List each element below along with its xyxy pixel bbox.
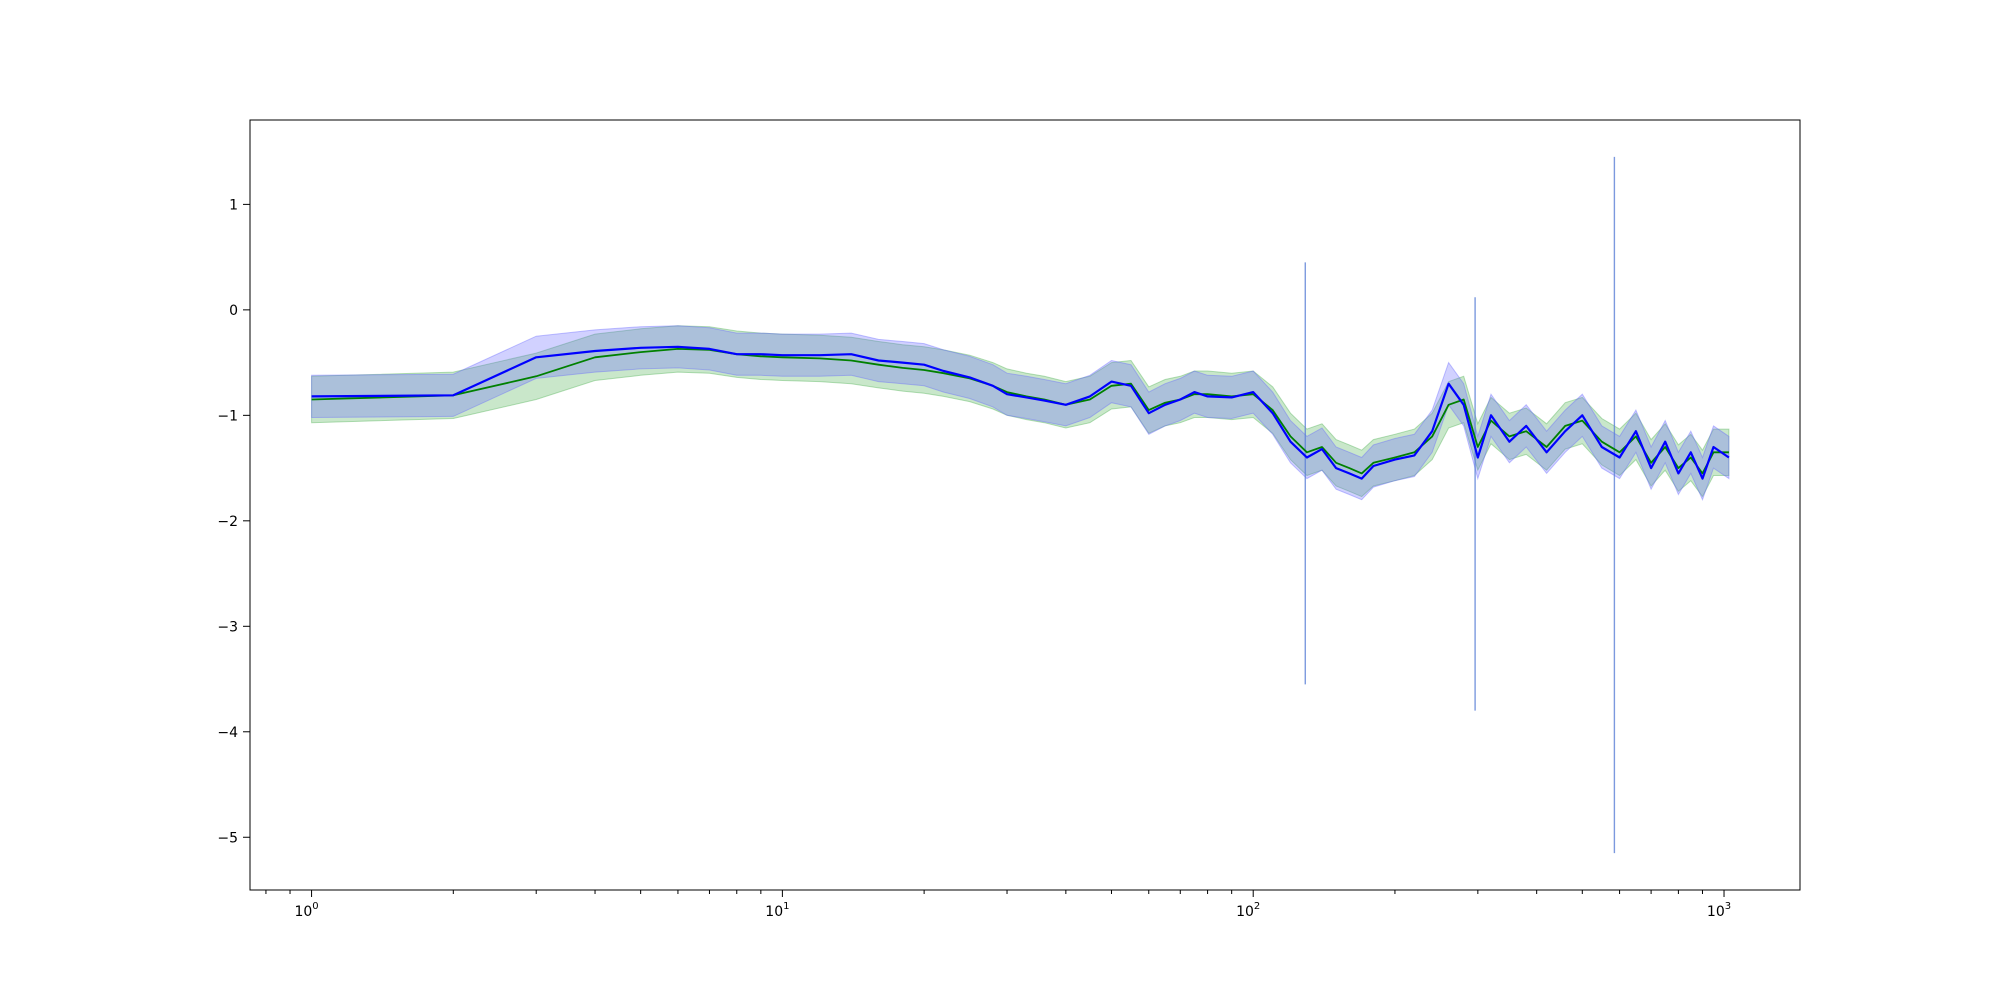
y-tick-label: −5 [217, 830, 238, 846]
x-tick-exponent: 0 [312, 901, 318, 912]
y-tick-label: −4 [217, 725, 238, 741]
y-tick-label: 1 [229, 197, 238, 213]
series-lines [311, 345, 1730, 480]
y-tick-label: −2 [217, 514, 238, 530]
y-tick-label: −1 [217, 408, 238, 424]
x-tick-exponent: 2 [1254, 901, 1260, 912]
y-tick-label: −3 [217, 619, 238, 635]
spikes [1304, 156, 1616, 854]
band-series-2 [311, 325, 1730, 502]
x-tick-exponent: 1 [783, 901, 789, 912]
plot-frame [249, 119, 1801, 891]
x-tick-exponent: 3 [1725, 901, 1731, 912]
line-series-2 [311, 345, 1730, 480]
y-tick-label: 0 [229, 303, 238, 319]
confidence-bands [311, 325, 1730, 502]
band-series-1 [311, 325, 1730, 498]
y-axis: 1 0 −1 −2 −3 −4 −5 [217, 197, 250, 846]
